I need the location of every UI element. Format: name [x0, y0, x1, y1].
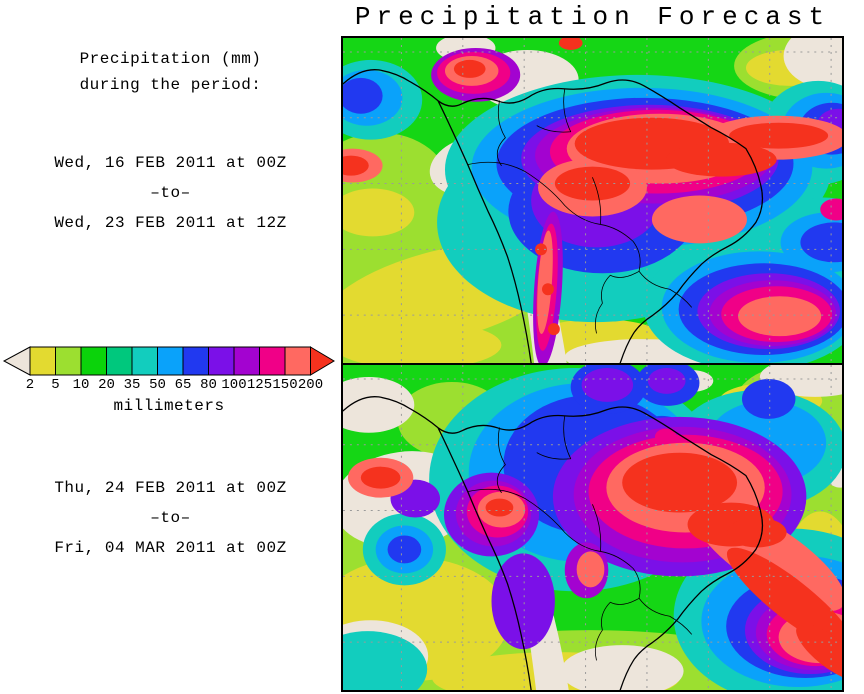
colorbar-tick-label: 100: [221, 377, 247, 393]
colorbar-tick-label: 125: [246, 377, 273, 393]
colorbar-segment: [259, 346, 286, 376]
colorbar-segment: [233, 346, 260, 376]
graticule-top: [343, 38, 842, 363]
period-2-start: Thu, 24 FEB 2011 at 00Z: [54, 479, 287, 497]
colorbar-segment: [182, 346, 209, 376]
period-2: Thu, 24 FEB 2011 at 00Z –to– Fri, 04 MAR…: [0, 473, 341, 563]
colorbar-tick-label: 50: [149, 377, 166, 393]
colorbar-right-arrow: [310, 346, 335, 376]
colorbar-units-label: millimeters: [113, 397, 225, 415]
legend-heading-line2: during the period:: [79, 76, 262, 94]
colorbar-left-arrow: [2, 346, 31, 376]
colorbar-segment: [106, 346, 133, 376]
colorbar-tick-label: 20: [98, 377, 115, 393]
colorbar-segment: [80, 346, 107, 376]
map-panel-top: [343, 38, 842, 363]
precip-field-bottom: [343, 365, 842, 690]
colorbar-segment: [29, 346, 56, 376]
country-borders-bottom: [467, 415, 692, 661]
coastline-bottom: [343, 396, 764, 690]
colorbar-segment: [284, 346, 311, 376]
graticule-bottom: [343, 365, 842, 690]
legend-heading: Precipitation (mm) during the period:: [0, 46, 341, 98]
period-1-start: Wed, 16 FEB 2011 at 00Z: [54, 154, 287, 172]
precip-field-top: [343, 38, 842, 363]
period-1-separator: –to–: [150, 184, 191, 202]
colorbar-tick-label: 35: [123, 377, 141, 393]
colorbar-tick-label: 200: [297, 377, 324, 393]
colorbar-tick-label: 65: [174, 377, 192, 393]
colorbar: [2, 346, 336, 376]
colorbar-tick-labels: 2 5 10 20 35 50 65 80 100 125 150 200: [2, 377, 336, 394]
country-borders-top: [467, 88, 692, 334]
legend-heading-line1: Precipitation (mm): [79, 50, 262, 68]
coastline-top: [343, 69, 764, 363]
period-2-end: Fri, 04 MAR 2011 at 00Z: [54, 539, 287, 557]
colorbar-segment: [208, 346, 235, 376]
colorbar-svg: [2, 346, 335, 376]
colorbar-tick-label: 10: [72, 377, 90, 393]
colorbar-tick-label: 150: [272, 377, 298, 393]
map-panels: [341, 36, 844, 692]
colorbar-segment: [157, 346, 184, 376]
colorbar-tick-label: 5: [51, 377, 60, 393]
map-panel-bottom: [343, 365, 842, 690]
period-1-end: Wed, 23 FEB 2011 at 12Z: [54, 214, 287, 232]
panel-divider: [343, 363, 842, 365]
colorbar-segment: [55, 346, 82, 376]
colorbar-tick-label: 2: [25, 377, 35, 393]
colorbar-tick-label: 80: [200, 377, 217, 393]
sidebar: Precipitation (mm) during the period: We…: [0, 0, 341, 694]
period-1: Wed, 16 FEB 2011 at 00Z –to– Wed, 23 FEB…: [0, 148, 341, 238]
period-2-separator: –to–: [150, 509, 191, 527]
figure-title: Precipitation Forecast: [354, 2, 831, 32]
colorbar-segment: [131, 346, 158, 376]
